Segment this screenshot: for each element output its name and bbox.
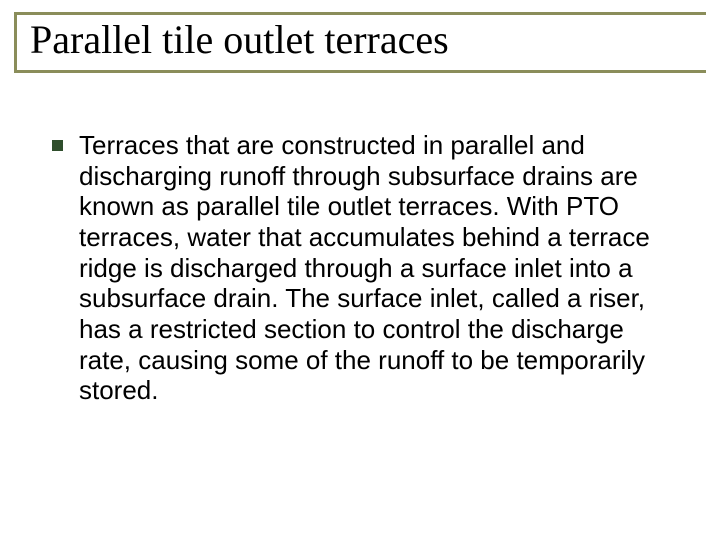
body-row: Terraces that are constructed in paralle… (52, 130, 670, 406)
title-rule-bottom (14, 70, 706, 73)
slide-title: Parallel tile outlet terraces (30, 16, 449, 63)
slide: Parallel tile outlet terraces Terraces t… (0, 0, 720, 540)
title-rule-left (14, 12, 17, 70)
body-text: Terraces that are constructed in paralle… (79, 130, 670, 406)
square-bullet-icon (52, 140, 63, 151)
title-rule-top (14, 12, 706, 15)
